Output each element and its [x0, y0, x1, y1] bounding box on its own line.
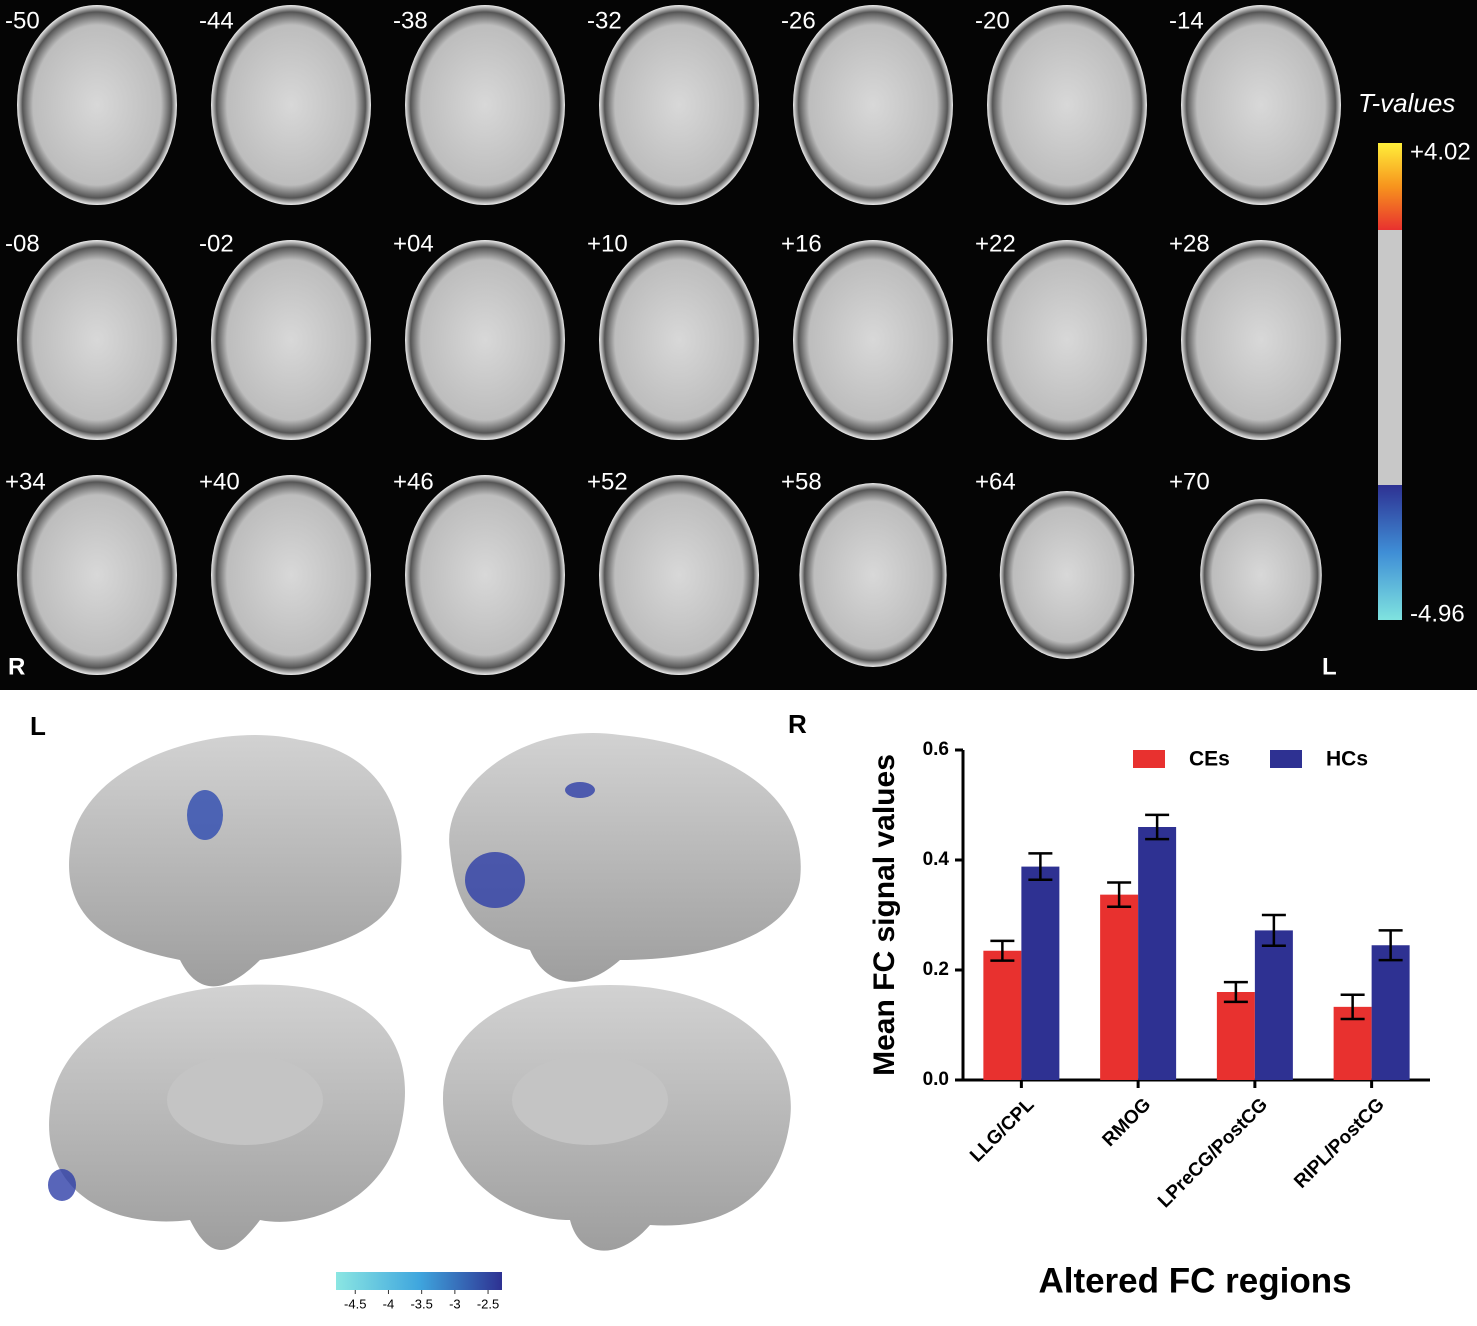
colorbar-cool: [1378, 485, 1402, 620]
y-tick-label: 0.6: [923, 739, 949, 760]
slice-label: +64: [975, 468, 1016, 495]
legend-swatch: [1133, 750, 1165, 768]
slice-label: -32: [587, 7, 622, 34]
surface-lateral-right: [449, 732, 801, 982]
brain-slice: [211, 475, 371, 675]
bar: [1371, 945, 1410, 1080]
brain-slice: [211, 5, 371, 205]
y-axis-title: Mean FC signal values: [868, 754, 901, 1076]
slice-grid: -50 -44 -38 -32 -26 -20 -14 -08 -02 +04 +10 +16 +22 +…: [5, 5, 1341, 675]
slice-label: -02: [199, 230, 234, 257]
slice-label: -20: [975, 7, 1010, 34]
bar: [1100, 894, 1139, 1080]
brain-slice: [17, 5, 177, 205]
colorbar-hot: [1378, 143, 1402, 230]
bar: [1138, 827, 1177, 1080]
legend-swatch: [1270, 750, 1302, 768]
brain-slice: [405, 475, 565, 675]
error-bar: [1378, 929, 1403, 962]
brain-slice: [599, 240, 759, 440]
surface-left-label: L: [30, 711, 46, 741]
brain-slice: [793, 5, 953, 205]
legend-label: HCs: [1326, 748, 1368, 771]
slice-label: +34: [5, 468, 46, 495]
colorbar-gray: [1378, 230, 1402, 485]
colorbar-title: T-values: [1358, 88, 1455, 118]
brain-slice: [599, 475, 759, 675]
legend-label: CEs: [1189, 748, 1230, 771]
colorbar-max: +4.02: [1410, 138, 1471, 165]
activation-blob: [48, 1169, 76, 1201]
error-bar: [1028, 852, 1053, 882]
surface-colorbar: [336, 1272, 502, 1290]
slice-label: -08: [5, 230, 40, 257]
x-tick-label: LPreCG/PostCG: [1154, 1094, 1272, 1212]
slice-label: -14: [1169, 7, 1204, 34]
slice-label: +58: [781, 468, 822, 495]
slice-label: +16: [781, 230, 822, 257]
y-tick-label: 0.4: [923, 849, 950, 870]
error-bar: [1145, 813, 1170, 841]
slice-label: +28: [1169, 230, 1210, 257]
slice-label: -44: [199, 7, 234, 34]
surface-right-label: R: [788, 709, 807, 739]
bar: [1254, 930, 1293, 1080]
bar: [983, 950, 1022, 1080]
activation-blob: [187, 790, 223, 840]
brain-slice: [405, 5, 565, 205]
colorbar-tick-label: -3.5: [410, 1296, 432, 1311]
x-tick-label: RIPL/PostCG: [1290, 1094, 1388, 1192]
colorbar-min: -4.96: [1410, 600, 1465, 627]
slice-label: +40: [199, 468, 240, 495]
bar: [1021, 866, 1060, 1080]
brain-slice: [1181, 240, 1341, 440]
brain-slice: [987, 240, 1147, 440]
slice-label: -26: [781, 7, 816, 34]
colorbar-tick-label: -2.5: [477, 1296, 499, 1311]
brain-slice: [599, 5, 759, 205]
brain-slice: [17, 240, 177, 440]
error-bar: [1107, 881, 1132, 908]
brain-slice: [799, 483, 947, 667]
activation-blob: [565, 782, 595, 798]
x-axis-title: Altered FC regions: [1038, 1261, 1351, 1300]
brain-slice: [211, 240, 371, 440]
bar: [1216, 992, 1255, 1080]
slice-label: -50: [5, 7, 40, 34]
corpus-callosum: [167, 1055, 323, 1145]
y-tick-label: 0.0: [923, 1069, 949, 1090]
orientation-right: R: [8, 653, 25, 680]
colorbar-tick-label: -4: [383, 1296, 395, 1311]
corpus-callosum: [512, 1055, 668, 1145]
surface-lateral-left: [69, 734, 402, 987]
x-tick-label: LLG/CPL: [966, 1094, 1039, 1167]
error-bar: [1340, 993, 1365, 1021]
slice-label: +22: [975, 230, 1016, 257]
slice-label: +46: [393, 468, 434, 495]
error-bar: [1261, 913, 1286, 948]
slice-label: -38: [393, 7, 428, 34]
surface-colorbar-ticks: -4.5 -4 -3.5 -3 -2.5: [344, 1290, 499, 1311]
error-bar: [1223, 980, 1248, 1004]
orientation-left: L: [1322, 653, 1337, 680]
brain-slice: [405, 240, 565, 440]
brain-slice: [999, 491, 1135, 659]
error-bar: [990, 939, 1015, 962]
brain-slice: [793, 240, 953, 440]
colorbar-tick-label: -4.5: [344, 1296, 366, 1311]
slice-label: +70: [1169, 468, 1210, 495]
x-tick-label: RMOG: [1099, 1094, 1156, 1151]
y-tick-label: 0.2: [923, 959, 949, 980]
brain-slice: [1181, 5, 1341, 205]
brain-slice: [17, 475, 177, 675]
brain-slice: [1200, 499, 1322, 651]
slice-label: +10: [587, 230, 628, 257]
brain-slice: [987, 5, 1147, 205]
activation-blob: [465, 852, 525, 908]
colorbar-tick-label: -3: [449, 1296, 461, 1311]
slice-label: +04: [393, 230, 434, 257]
slice-label: +52: [587, 468, 628, 495]
